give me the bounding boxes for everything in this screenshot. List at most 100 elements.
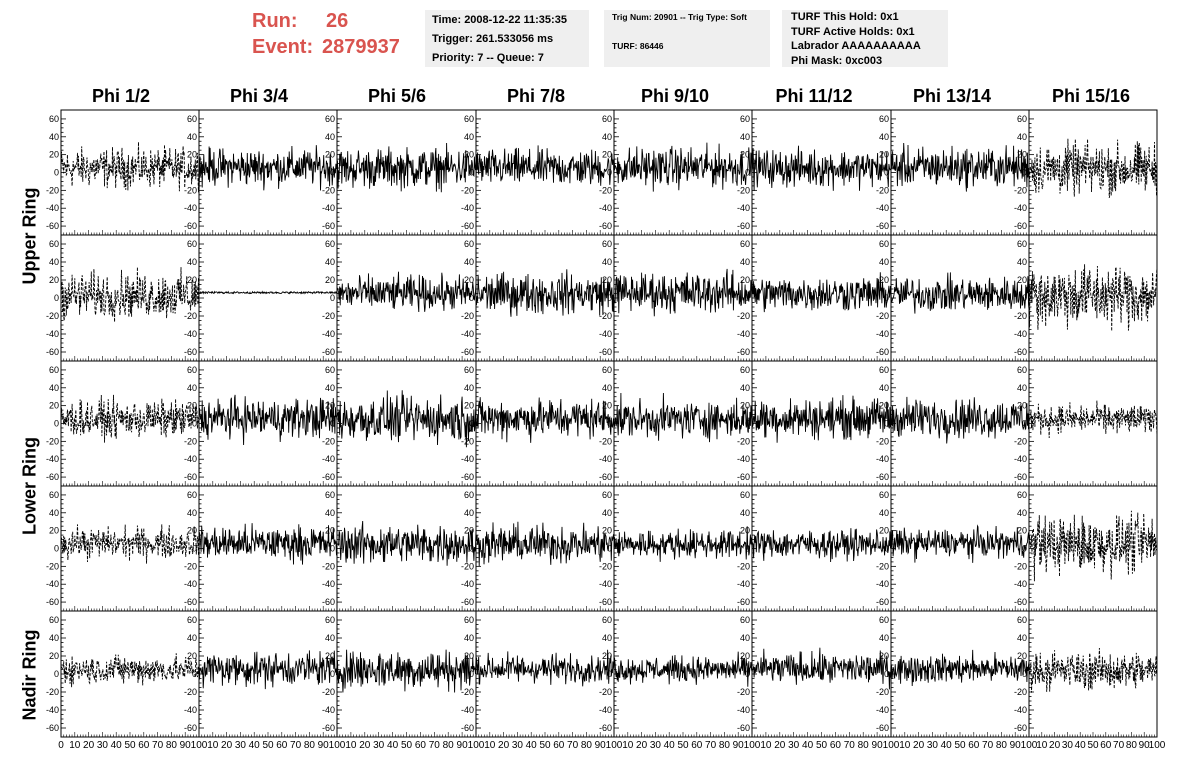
y-tick-label: 60 bbox=[879, 239, 889, 249]
y-tick-label: 60 bbox=[740, 365, 750, 375]
panel-r1-c0: -60 -40 -20 0 20 40 60 bbox=[46, 234, 200, 362]
y-tick-label: -20 bbox=[184, 436, 197, 446]
y-tick-label: 20 bbox=[464, 526, 474, 536]
y-tick-label: -40 bbox=[876, 454, 889, 464]
y-tick-label: -40 bbox=[184, 329, 197, 339]
y-tick-label: 60 bbox=[1017, 490, 1027, 500]
waveform-trace bbox=[198, 394, 338, 446]
y-tick-label: -20 bbox=[599, 561, 612, 571]
y-tick-label: -60 bbox=[599, 723, 612, 733]
y-tick-label: -20 bbox=[184, 185, 197, 195]
y-tick-label: 60 bbox=[740, 490, 750, 500]
panel-r4-c4: -60 -40 -20 0 20 40 60 bbox=[599, 610, 753, 738]
y-tick-label: -60 bbox=[322, 221, 335, 231]
y-tick-label: -40 bbox=[1014, 454, 1027, 464]
y-tick-label: -40 bbox=[322, 579, 335, 589]
y-tick-label: 0 bbox=[745, 168, 750, 178]
y-tick-label: 40 bbox=[49, 508, 59, 518]
waveform-trace bbox=[613, 268, 753, 317]
y-tick-label: -20 bbox=[46, 687, 59, 697]
y-tick-label: -60 bbox=[1014, 597, 1027, 607]
y-tick-label: -40 bbox=[876, 705, 889, 715]
y-tick-label: 0 bbox=[884, 669, 889, 679]
turf-num-text: TURF: 86446 bbox=[612, 41, 664, 51]
y-tick-label: 60 bbox=[879, 365, 889, 375]
y-tick-label: 60 bbox=[602, 365, 612, 375]
y-tick-label: 20 bbox=[325, 275, 335, 285]
panel-r3-c0: -60 -40 -20 0 20 40 60 bbox=[46, 485, 200, 612]
y-tick-label: 20 bbox=[49, 401, 59, 411]
y-tick-label: -20 bbox=[46, 436, 59, 446]
y-tick-label: -20 bbox=[184, 311, 197, 321]
x-tick-label: 90 bbox=[595, 740, 607, 751]
y-tick-label: -20 bbox=[461, 687, 474, 697]
panel-r2-c1: -60 -40 -20 0 20 40 60 bbox=[184, 360, 338, 487]
x-tick-label: 80 bbox=[166, 740, 178, 751]
y-tick-label: -40 bbox=[876, 579, 889, 589]
y-tick-label: 40 bbox=[740, 633, 750, 643]
y-tick-label: 0 bbox=[330, 293, 335, 303]
x-tick-label: 100 bbox=[329, 740, 346, 751]
column-header-phi-9-10: Phi 9/10 bbox=[640, 86, 710, 106]
x-tick-label: 20 bbox=[636, 740, 648, 751]
y-tick-label: -40 bbox=[46, 203, 59, 213]
x-tick-label: 40 bbox=[941, 740, 953, 751]
x-tick-label: 30 bbox=[1062, 740, 1074, 751]
y-tick-label: 0 bbox=[607, 669, 612, 679]
y-tick-label: 20 bbox=[1017, 150, 1027, 160]
x-tick-label: 70 bbox=[705, 740, 717, 751]
waveform-trace bbox=[890, 272, 1030, 314]
event-row: Event: 2879937 bbox=[252, 34, 424, 60]
y-tick-label: 0 bbox=[330, 669, 335, 679]
panel-frame bbox=[890, 485, 1030, 612]
x-tick-label: 20 bbox=[1049, 740, 1061, 751]
x-tick-label: 60 bbox=[968, 740, 980, 751]
waveform-trace bbox=[336, 142, 477, 193]
y-tick-label: 20 bbox=[325, 401, 335, 411]
x-tick-label: 50 bbox=[677, 740, 689, 751]
run-event-box: Run: 26 Event: 2879937 bbox=[252, 8, 424, 66]
y-tick-label: 20 bbox=[879, 526, 889, 536]
y-tick-label: 40 bbox=[187, 257, 197, 267]
y-tick-label: 40 bbox=[602, 633, 612, 643]
waveform-trace bbox=[475, 145, 615, 186]
panel-r2-c7: -60 -40 -20 0 20 40 60 bbox=[1014, 360, 1158, 487]
x-tick-label: 10 bbox=[899, 740, 911, 751]
y-tick-label: -20 bbox=[184, 561, 197, 571]
waveform-trace bbox=[751, 145, 892, 192]
y-tick-label: -20 bbox=[876, 436, 889, 446]
y-tick-label: 60 bbox=[1017, 239, 1027, 249]
panel-r2-c2: -60 -40 -20 0 20 40 60 bbox=[322, 360, 477, 487]
y-tick-label: 40 bbox=[879, 257, 889, 267]
y-tick-label: 40 bbox=[602, 132, 612, 142]
phi-mask-text: Phi Mask: 0xc003 bbox=[791, 54, 883, 67]
column-header-phi-13-14: Phi 13/14 bbox=[912, 86, 992, 106]
y-tick-label: 40 bbox=[464, 633, 474, 643]
y-tick-label: -60 bbox=[461, 347, 474, 357]
x-tick-label: 80 bbox=[443, 740, 455, 751]
panel-r1-c6: -60 -40 -20 0 20 40 60 bbox=[876, 234, 1030, 362]
x-tick-label: 60 bbox=[1100, 740, 1112, 751]
turf-hold-text: TURF This Hold: 0x1 bbox=[791, 11, 899, 23]
panel-frame bbox=[336, 234, 477, 362]
event-value: 2879937 bbox=[322, 36, 400, 58]
x-tick-label: 50 bbox=[816, 740, 828, 751]
y-tick-label: 0 bbox=[607, 168, 612, 178]
x-tick-label: 20 bbox=[221, 740, 233, 751]
y-tick-label: -40 bbox=[461, 705, 474, 715]
y-tick-label: 20 bbox=[602, 275, 612, 285]
y-tick-label: -60 bbox=[184, 723, 197, 733]
y-tick-label: -40 bbox=[737, 329, 750, 339]
y-tick-label: -60 bbox=[184, 347, 197, 357]
x-tick-label: 30 bbox=[512, 740, 524, 751]
y-tick-label: 0 bbox=[607, 293, 612, 303]
y-tick-label: -20 bbox=[1014, 185, 1027, 195]
turf-active-holds-text: TURF Active Holds: 0x1 bbox=[791, 25, 915, 38]
y-tick-label: 20 bbox=[49, 651, 59, 661]
column-header-phi-7-8: Phi 7/8 bbox=[506, 86, 566, 106]
panel-r2-c5: -60 -40 -20 0 20 40 60 bbox=[737, 360, 892, 487]
y-tick-label: -40 bbox=[737, 705, 750, 715]
y-tick-label: 40 bbox=[1017, 383, 1027, 393]
y-tick-label: 0 bbox=[54, 544, 59, 554]
y-tick-label: 60 bbox=[325, 490, 335, 500]
